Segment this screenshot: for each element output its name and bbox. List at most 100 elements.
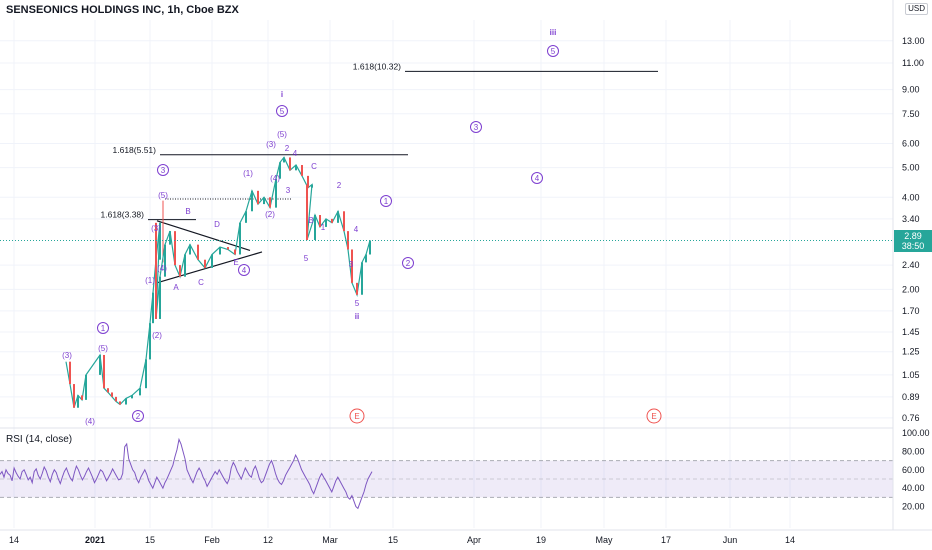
price-candle — [211, 254, 213, 268]
time-tick-label: 19 — [536, 535, 546, 545]
fibonacci-levels: 1.618(10.32) 1.618(5.51) 1.618(3.38) — [101, 61, 658, 221]
wave-label: 5 — [280, 107, 285, 116]
time-tick-label: Mar — [322, 535, 338, 545]
price-candle — [81, 395, 83, 400]
wave-label: E — [233, 258, 238, 267]
wave-label: (5) — [98, 344, 108, 353]
wave-label: 1 — [384, 197, 389, 206]
price-candle — [365, 254, 367, 263]
time-tick-label: 17 — [661, 535, 671, 545]
price-candle — [289, 157, 291, 171]
wave-circle — [547, 45, 559, 57]
wave-label: 3 — [286, 186, 291, 195]
wave-circle — [132, 410, 144, 422]
wave-circle — [380, 195, 392, 207]
price-tick-label: 0.76 — [902, 413, 920, 423]
wave-label: 2 — [337, 181, 342, 190]
wave-label: 2 — [136, 412, 141, 421]
wave-label: 4 — [535, 174, 540, 183]
time-tick-label: 12 — [263, 535, 273, 545]
wave-circle — [349, 408, 365, 424]
fib-level-label: 1.618(5.51) — [113, 145, 157, 155]
wave-label: ii — [355, 312, 359, 321]
price-tick-label: 3.40 — [902, 214, 920, 224]
time-tick-label: May — [595, 535, 613, 545]
price-tick-label: 1.70 — [902, 306, 920, 316]
wave-label: 5 — [304, 254, 309, 263]
wave-label: (3) — [266, 140, 276, 149]
wave-label: (4) — [270, 174, 280, 183]
rsi-tick-label: 20.00 — [902, 502, 925, 512]
wave-circle — [402, 257, 414, 269]
price-candle — [245, 211, 247, 223]
time-tick-label: 15 — [145, 535, 155, 545]
wave-circle — [276, 105, 288, 117]
rsi-line — [0, 437, 373, 510]
wave-label: 5 — [551, 47, 556, 56]
price-candle — [301, 165, 303, 176]
time-tick-label: 14 — [785, 535, 795, 545]
time-tick-label: Feb — [204, 535, 220, 545]
price-candle — [85, 374, 87, 400]
wave-label: i — [281, 90, 283, 99]
wave-label: B — [185, 207, 190, 216]
price-candle — [119, 401, 121, 405]
price-line — [65, 156, 371, 408]
price-candle — [77, 395, 79, 408]
rsi-indicator-label[interactable]: RSI (14, close) — [6, 434, 73, 445]
rsi-tick-label: 100.00 — [902, 428, 930, 438]
price-candle — [369, 240, 371, 255]
time-tick-label: Jun — [723, 535, 738, 545]
price-candle — [73, 384, 75, 408]
price-tick-label: 6.00 — [902, 138, 920, 148]
wave-label: iii — [550, 28, 557, 37]
price-candle — [361, 262, 363, 295]
price-tick-label: 2.40 — [902, 260, 920, 270]
currency-badge[interactable]: USD — [905, 3, 928, 15]
price-candle — [351, 249, 353, 283]
price-candle — [263, 197, 265, 205]
rsi-band-fill — [0, 460, 893, 498]
price-candle — [204, 259, 206, 268]
price-candle — [139, 388, 141, 396]
price-candle — [275, 178, 277, 208]
price-tick-label: 2.00 — [902, 284, 920, 294]
price-tick-label: 1.45 — [902, 327, 920, 337]
price-candle — [356, 282, 358, 295]
price-tick-label: 1.25 — [902, 347, 920, 357]
wave-label: C — [311, 162, 317, 171]
price-candle — [295, 165, 297, 171]
price-tick-label: 0.89 — [902, 392, 920, 402]
price-candle — [331, 218, 333, 223]
rsi-band — [0, 460, 893, 498]
price-candle — [174, 231, 176, 266]
wave-circle — [531, 172, 543, 184]
wave-label: (1) — [243, 169, 253, 178]
wave-label: (3) — [62, 351, 72, 360]
wave-label: 3 — [474, 123, 479, 132]
price-candle — [103, 354, 105, 389]
price-candle — [307, 175, 309, 188]
time-tick-label: Apr — [467, 535, 481, 545]
price-tick-label: 13.00 — [902, 36, 925, 46]
fib-level-label: 1.618(3.38) — [101, 210, 145, 220]
wave-label: (1) — [145, 276, 155, 285]
price-candle — [159, 222, 161, 260]
price-candle — [239, 222, 241, 255]
price-candle — [169, 231, 171, 245]
bar-countdown: 38:50 — [901, 241, 925, 252]
price-candle — [149, 323, 151, 360]
triangle-lower-line — [156, 251, 263, 284]
triangle-pattern — [156, 200, 263, 284]
wave-label: B — [308, 216, 313, 225]
wave-label: 5 — [355, 299, 360, 308]
wave-label: 2 — [406, 259, 411, 268]
price-candle — [197, 244, 199, 260]
price-candle — [283, 157, 285, 163]
price-candle — [227, 247, 229, 250]
wave-label: D — [214, 220, 220, 229]
price-tick-label: 7.50 — [902, 109, 920, 119]
last-price-value: 2.89 — [904, 231, 922, 242]
price-candle — [69, 361, 71, 385]
